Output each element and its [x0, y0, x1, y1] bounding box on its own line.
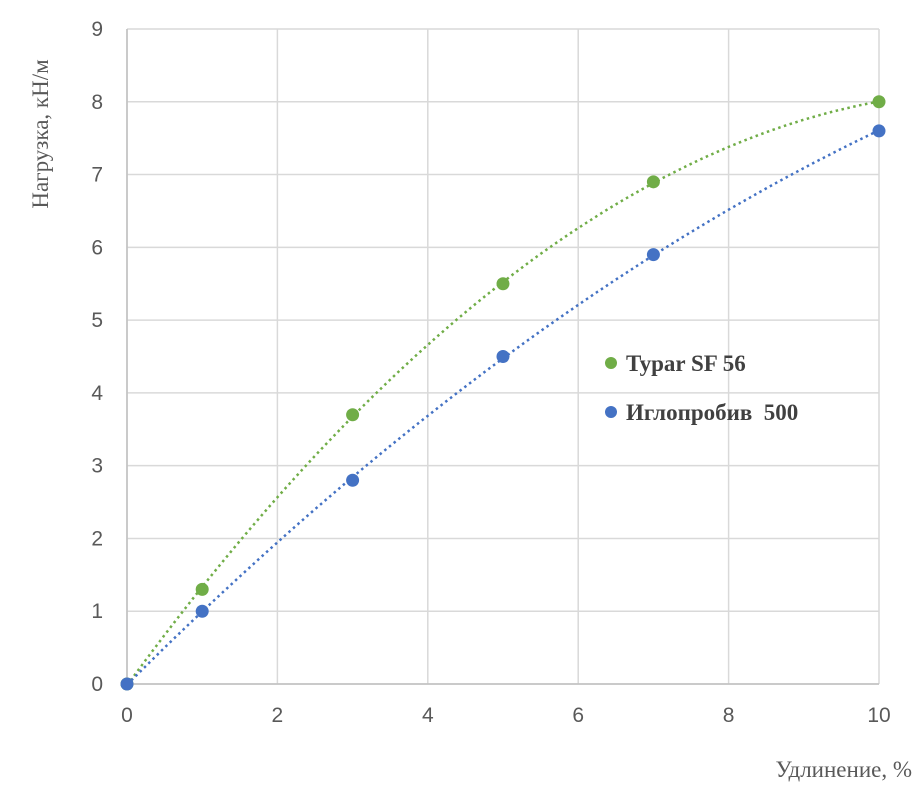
legend-label-1: Иглопробив 500: [626, 400, 798, 425]
y-tick-label: 8: [91, 91, 103, 114]
data-point-series-0: [646, 175, 660, 189]
data-point-series-1: [496, 350, 510, 363]
data-point-series-1: [346, 473, 360, 487]
y-tick-label: 1: [91, 600, 103, 623]
y-tick-label: 3: [91, 455, 103, 478]
legend-marker-1: [605, 406, 617, 418]
x-tick-label: 0: [121, 704, 133, 727]
y-tick-label: 0: [91, 673, 103, 696]
tick-labels: 0 2 4 6 8 10 0 1 2 3 4 5 6 7 8 9: [91, 18, 890, 727]
x-axis-label: Удлинение, %: [775, 757, 912, 782]
y-tick-label: 4: [91, 382, 103, 405]
data-point-series-1: [872, 124, 886, 138]
grid: [126, 28, 880, 685]
plot-area: [120, 95, 886, 691]
axes: [126, 29, 879, 685]
data-point-series-1: [195, 604, 209, 618]
data-point-series-0: [496, 277, 510, 291]
data-point-series-0: [872, 95, 886, 109]
y-tick-label: 2: [91, 527, 103, 550]
data-point-series-0: [195, 582, 209, 596]
data-point-series-1: [646, 248, 660, 262]
legend: Typar SF 56 Иглопробив 500: [605, 351, 798, 425]
legend-label-0: Typar SF 56: [626, 351, 746, 376]
y-tick-label: 6: [91, 236, 103, 259]
x-tick-label: 2: [272, 704, 284, 727]
x-tick-label: 10: [867, 704, 890, 727]
y-tick-label: 9: [91, 18, 103, 41]
x-tick-label: 4: [422, 704, 434, 727]
x-tick-label: 8: [723, 704, 735, 727]
y-axis-label: Нагрузка, кН/м: [28, 59, 53, 209]
legend-marker-0: [605, 357, 617, 369]
data-point-series-0: [346, 408, 360, 422]
x-tick-label: 6: [572, 704, 584, 727]
y-tick-label: 7: [91, 164, 103, 187]
y-tick-label: 5: [91, 309, 103, 332]
data-point-series-1: [120, 677, 134, 691]
